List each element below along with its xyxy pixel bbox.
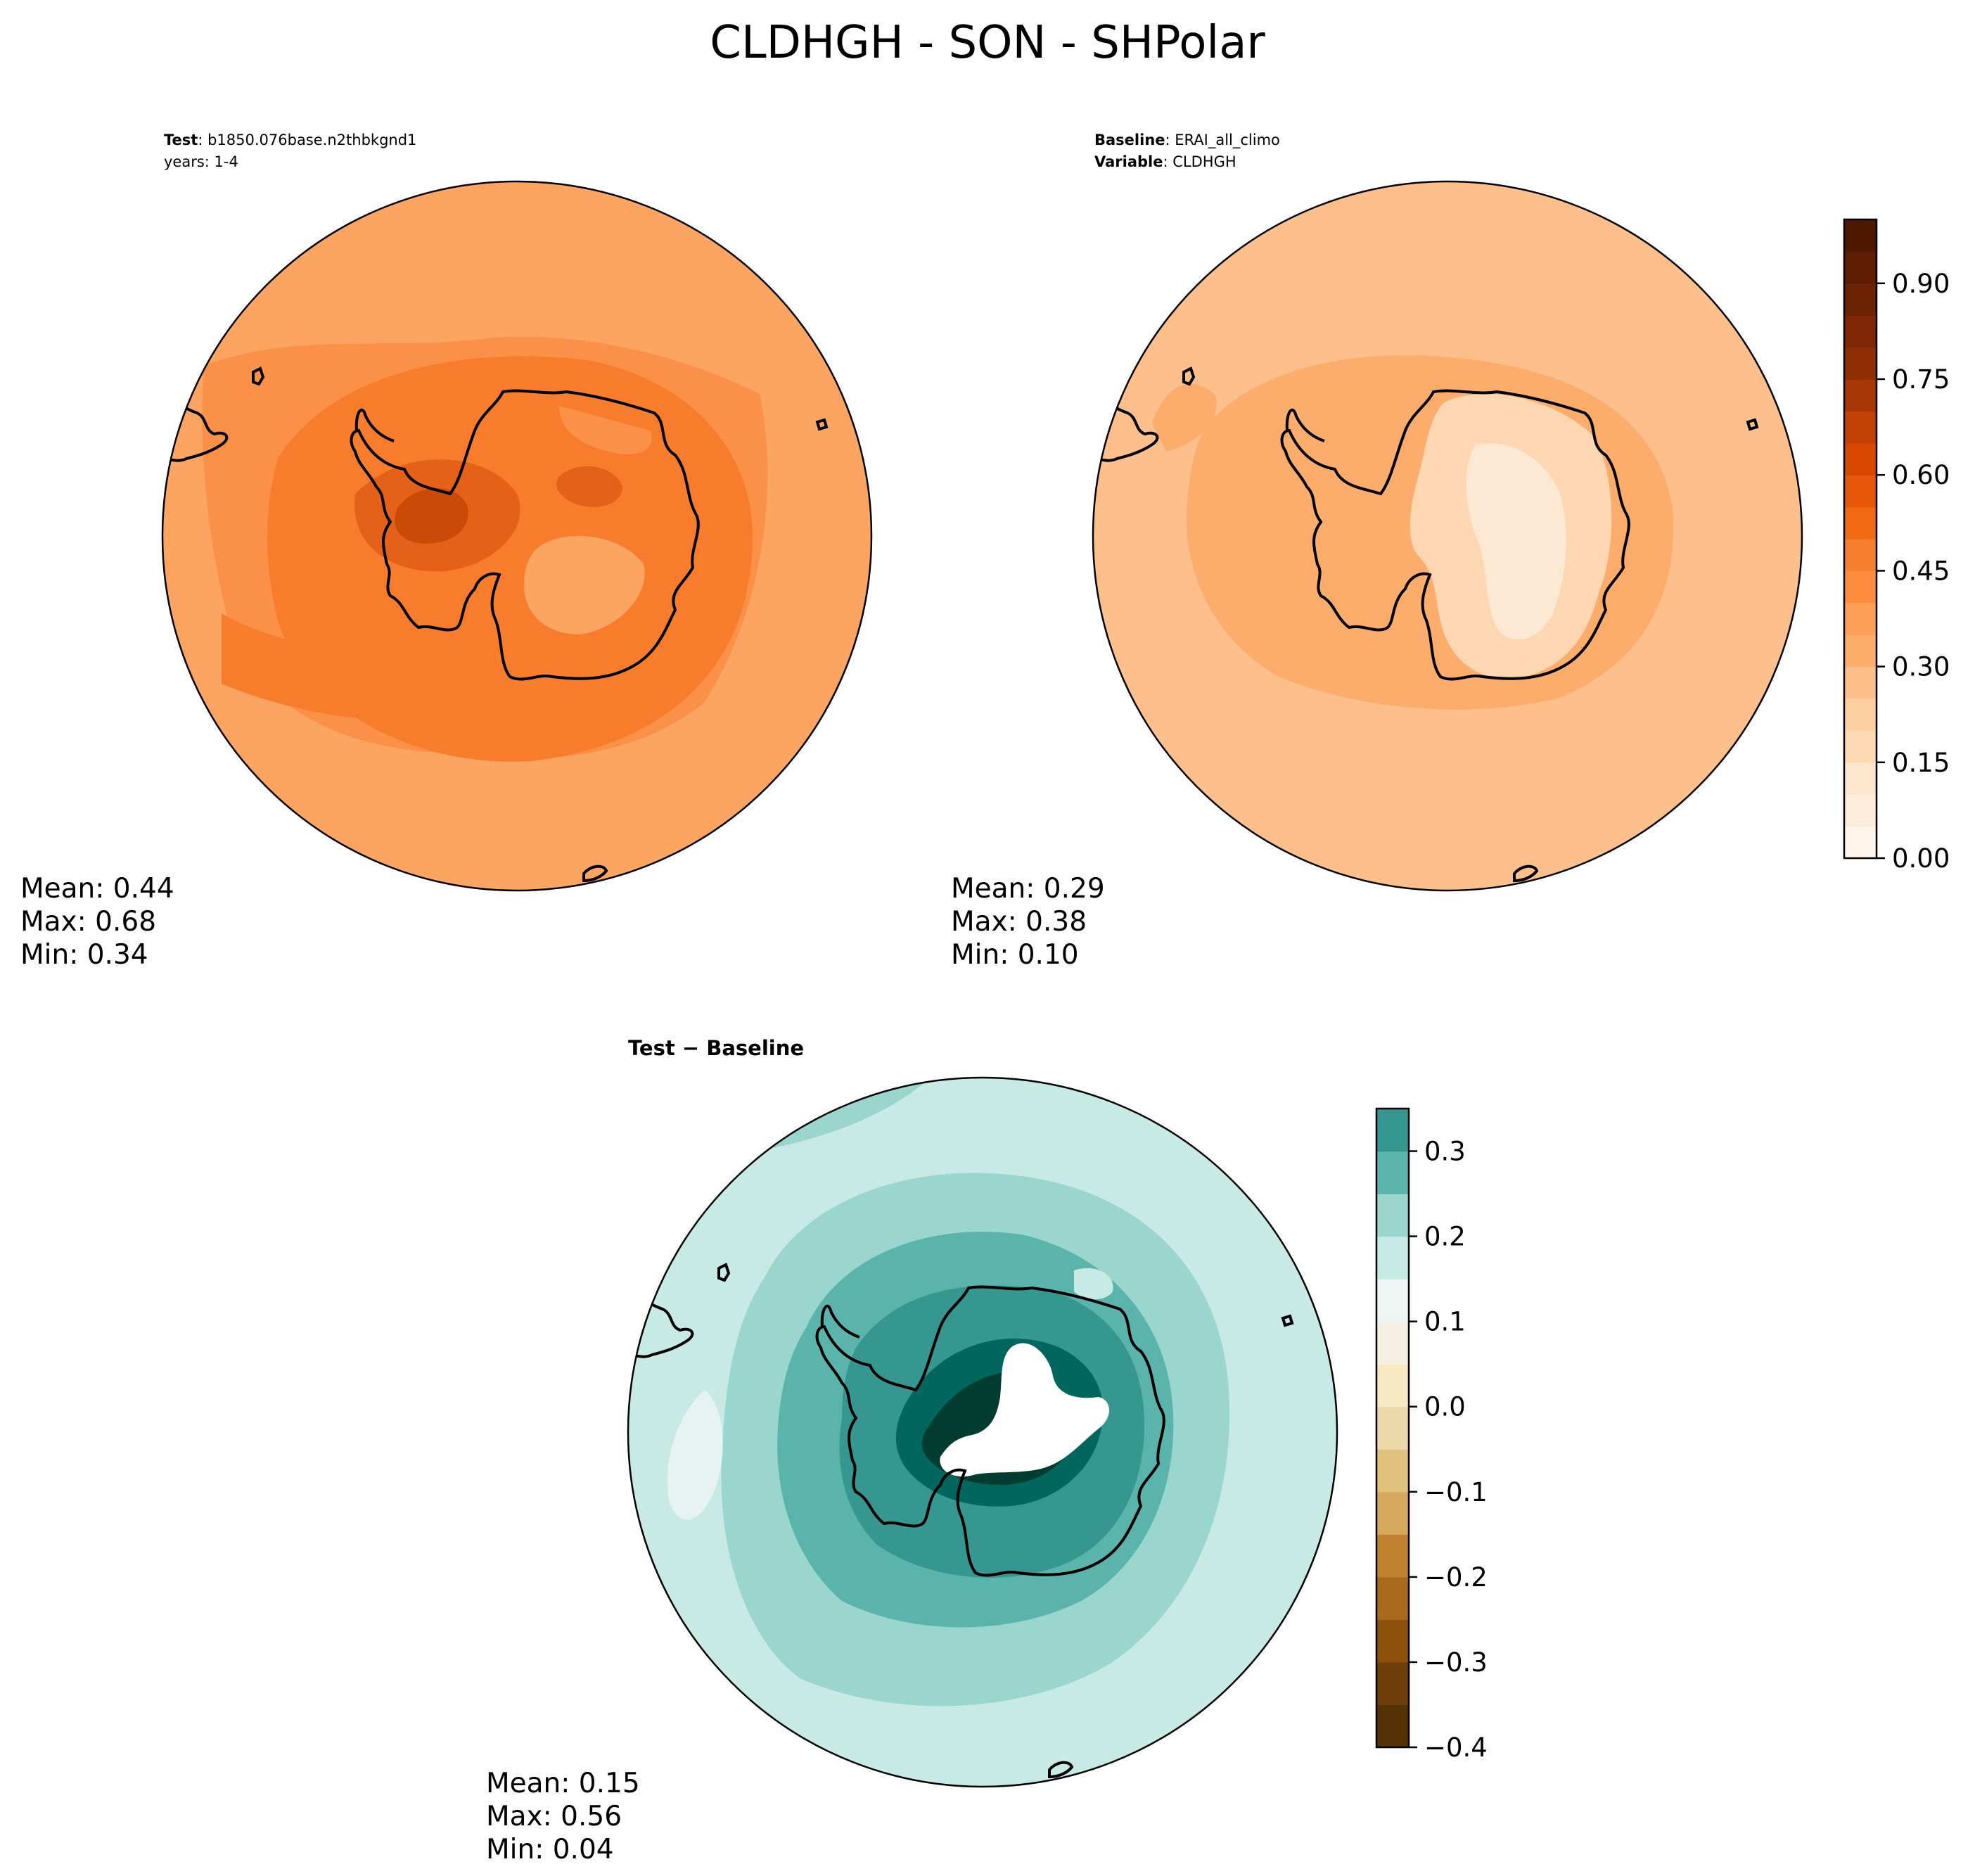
oranges-colorbar-level-18: [1844, 251, 1877, 284]
oranges-colorbar-tick-label: 0.60: [1892, 460, 1950, 490]
difference-title: Test − Baseline: [628, 1036, 804, 1060]
baseline-header-separator: :: [1165, 132, 1175, 148]
baseline-map-boundary: [1092, 180, 1803, 892]
difference-mean: Mean: 0.15: [486, 1768, 640, 1799]
test-panel: Test: b1850.076base.n2thbkgnd1 years: 1-…: [20, 132, 873, 971]
baseline-max: Max: 0.38: [951, 906, 1087, 938]
brbg-colorbar-level-2: [1376, 1619, 1409, 1663]
brbg-colorbar-tick-label: −0.3: [1424, 1647, 1488, 1678]
brbg-colorbar-tick-label: −0.4: [1424, 1733, 1488, 1763]
brbg-colorbar-tick-label: 0.0: [1424, 1392, 1466, 1422]
baseline-header-label: Baseline: [1094, 132, 1165, 148]
baseline-min: Min: 0.10: [951, 939, 1079, 971]
difference-map-boundary: [627, 1076, 1338, 1788]
difference-min: Min: 0.04: [486, 1834, 614, 1865]
oranges-colorbar-tick-label: 0.30: [1892, 652, 1950, 682]
brbg-colorbar-level-3: [1376, 1576, 1409, 1620]
oranges-colorbar-tick-label: 0.75: [1892, 364, 1950, 395]
brbg-colorbar-level-11: [1376, 1236, 1409, 1280]
brbg-colorbar-level-7: [1376, 1406, 1409, 1450]
oranges-colorbar-level-0: [1844, 826, 1877, 859]
colorbar-oranges: 0.00 0.15 0.30 0.45 0.60 0.75 0.90: [1843, 218, 1950, 874]
brbg-colorbar-tick-label: −0.2: [1424, 1562, 1488, 1593]
brbg-colorbar-level-1: [1376, 1661, 1409, 1706]
test-mean: Mean: 0.44: [20, 873, 174, 905]
brbg-colorbar-tick-label: −0.1: [1424, 1477, 1488, 1507]
brbg-colorbar-level-10: [1376, 1279, 1409, 1322]
oranges-colorbar-level-14: [1844, 379, 1877, 411]
test-map: [162, 181, 871, 891]
oranges-colorbar-level-13: [1844, 411, 1877, 444]
test-min: Min: 0.34: [20, 939, 148, 971]
test-header-separator: :: [198, 132, 207, 148]
variable-label: Variable: [1094, 153, 1163, 170]
test-header-line1: Test: b1850.076base.n2thbkgnd1: [164, 132, 416, 148]
brbg-colorbar-level-8: [1376, 1364, 1409, 1408]
brbg-colorbar-level-5: [1376, 1491, 1409, 1535]
brbg-colorbar-tick-label: 0.2: [1424, 1222, 1466, 1252]
oranges-colorbar-tick-label: 0.90: [1892, 269, 1950, 299]
oranges-colorbar-tick-label: 0.00: [1892, 843, 1950, 874]
oranges-colorbar-outline: [1843, 218, 1878, 860]
oranges-colorbar-level-9: [1844, 539, 1877, 571]
baseline-header-line1: Baseline: ERAI_all_climo: [1094, 132, 1280, 149]
oranges-colorbar-level-19: [1844, 219, 1877, 252]
difference-max: Max: 0.56: [486, 1801, 622, 1832]
oranges-colorbar-level-7: [1844, 602, 1877, 635]
baseline-panel: Baseline: ERAI_all_climo Variable: CLDHG…: [951, 132, 1950, 971]
brbg-colorbar-outline: [1375, 1107, 1410, 1749]
oranges-colorbar-level-15: [1844, 347, 1877, 380]
oranges-colorbar-level-1: [1844, 794, 1877, 827]
brbg-colorbar-level-9: [1376, 1321, 1409, 1365]
brbg-colorbar-level-4: [1376, 1534, 1409, 1578]
oranges-colorbar-level-5: [1844, 666, 1877, 699]
brbg-colorbar-level-14: [1376, 1109, 1409, 1152]
test-max: Max: 0.68: [20, 906, 156, 938]
oranges-colorbar-tick-label: 0.45: [1892, 556, 1950, 586]
brbg-colorbar-tick-label: 0.3: [1424, 1137, 1466, 1167]
oranges-colorbar-level-2: [1844, 762, 1877, 795]
test-map-boundary: [161, 180, 873, 892]
baseline-mean: Mean: 0.29: [951, 873, 1105, 905]
brbg-colorbar-level-0: [1376, 1704, 1409, 1748]
test-years: years: 1-4: [164, 153, 238, 170]
oranges-colorbar-level-6: [1844, 634, 1877, 668]
baseline-header-line2: Variable: CLDHGH: [1094, 153, 1236, 170]
figure-title: CLDHGH - SON - SHPolar: [710, 17, 1265, 69]
oranges-colorbar-level-3: [1844, 730, 1877, 763]
baseline-case-name: ERAI_all_climo: [1175, 132, 1280, 149]
baseline-header-separator-2: :: [1163, 153, 1172, 170]
difference-panel: Test − Baseline Mean:: [486, 1036, 1488, 1865]
brbg-colorbar-level-13: [1376, 1151, 1409, 1194]
oranges-colorbar-level-10: [1844, 506, 1877, 540]
oranges-colorbar-level-12: [1844, 442, 1877, 476]
oranges-colorbar-tick-label: 0.15: [1892, 748, 1950, 778]
test-case-name: b1850.076base.n2thbkgnd1: [207, 132, 416, 148]
brbg-colorbar-level-12: [1376, 1194, 1409, 1237]
colorbar-brbg: 0.3 0.2 0.1 0.0 −0.1 −0.2 −0.3 −0.4: [1375, 1107, 1488, 1763]
oranges-colorbar-level-16: [1844, 315, 1877, 348]
variable-name: CLDHGH: [1172, 153, 1236, 170]
test-header-label: Test: [164, 132, 198, 148]
oranges-colorbar-level-8: [1844, 570, 1877, 604]
baseline-map: [1093, 181, 1802, 891]
oranges-colorbar-level-4: [1844, 698, 1877, 731]
brbg-colorbar-level-6: [1376, 1449, 1409, 1493]
oranges-colorbar-level-17: [1844, 283, 1877, 316]
difference-map: [628, 1078, 1337, 1787]
oranges-colorbar-level-11: [1844, 475, 1877, 508]
brbg-colorbar-tick-label: 0.1: [1424, 1307, 1466, 1337]
